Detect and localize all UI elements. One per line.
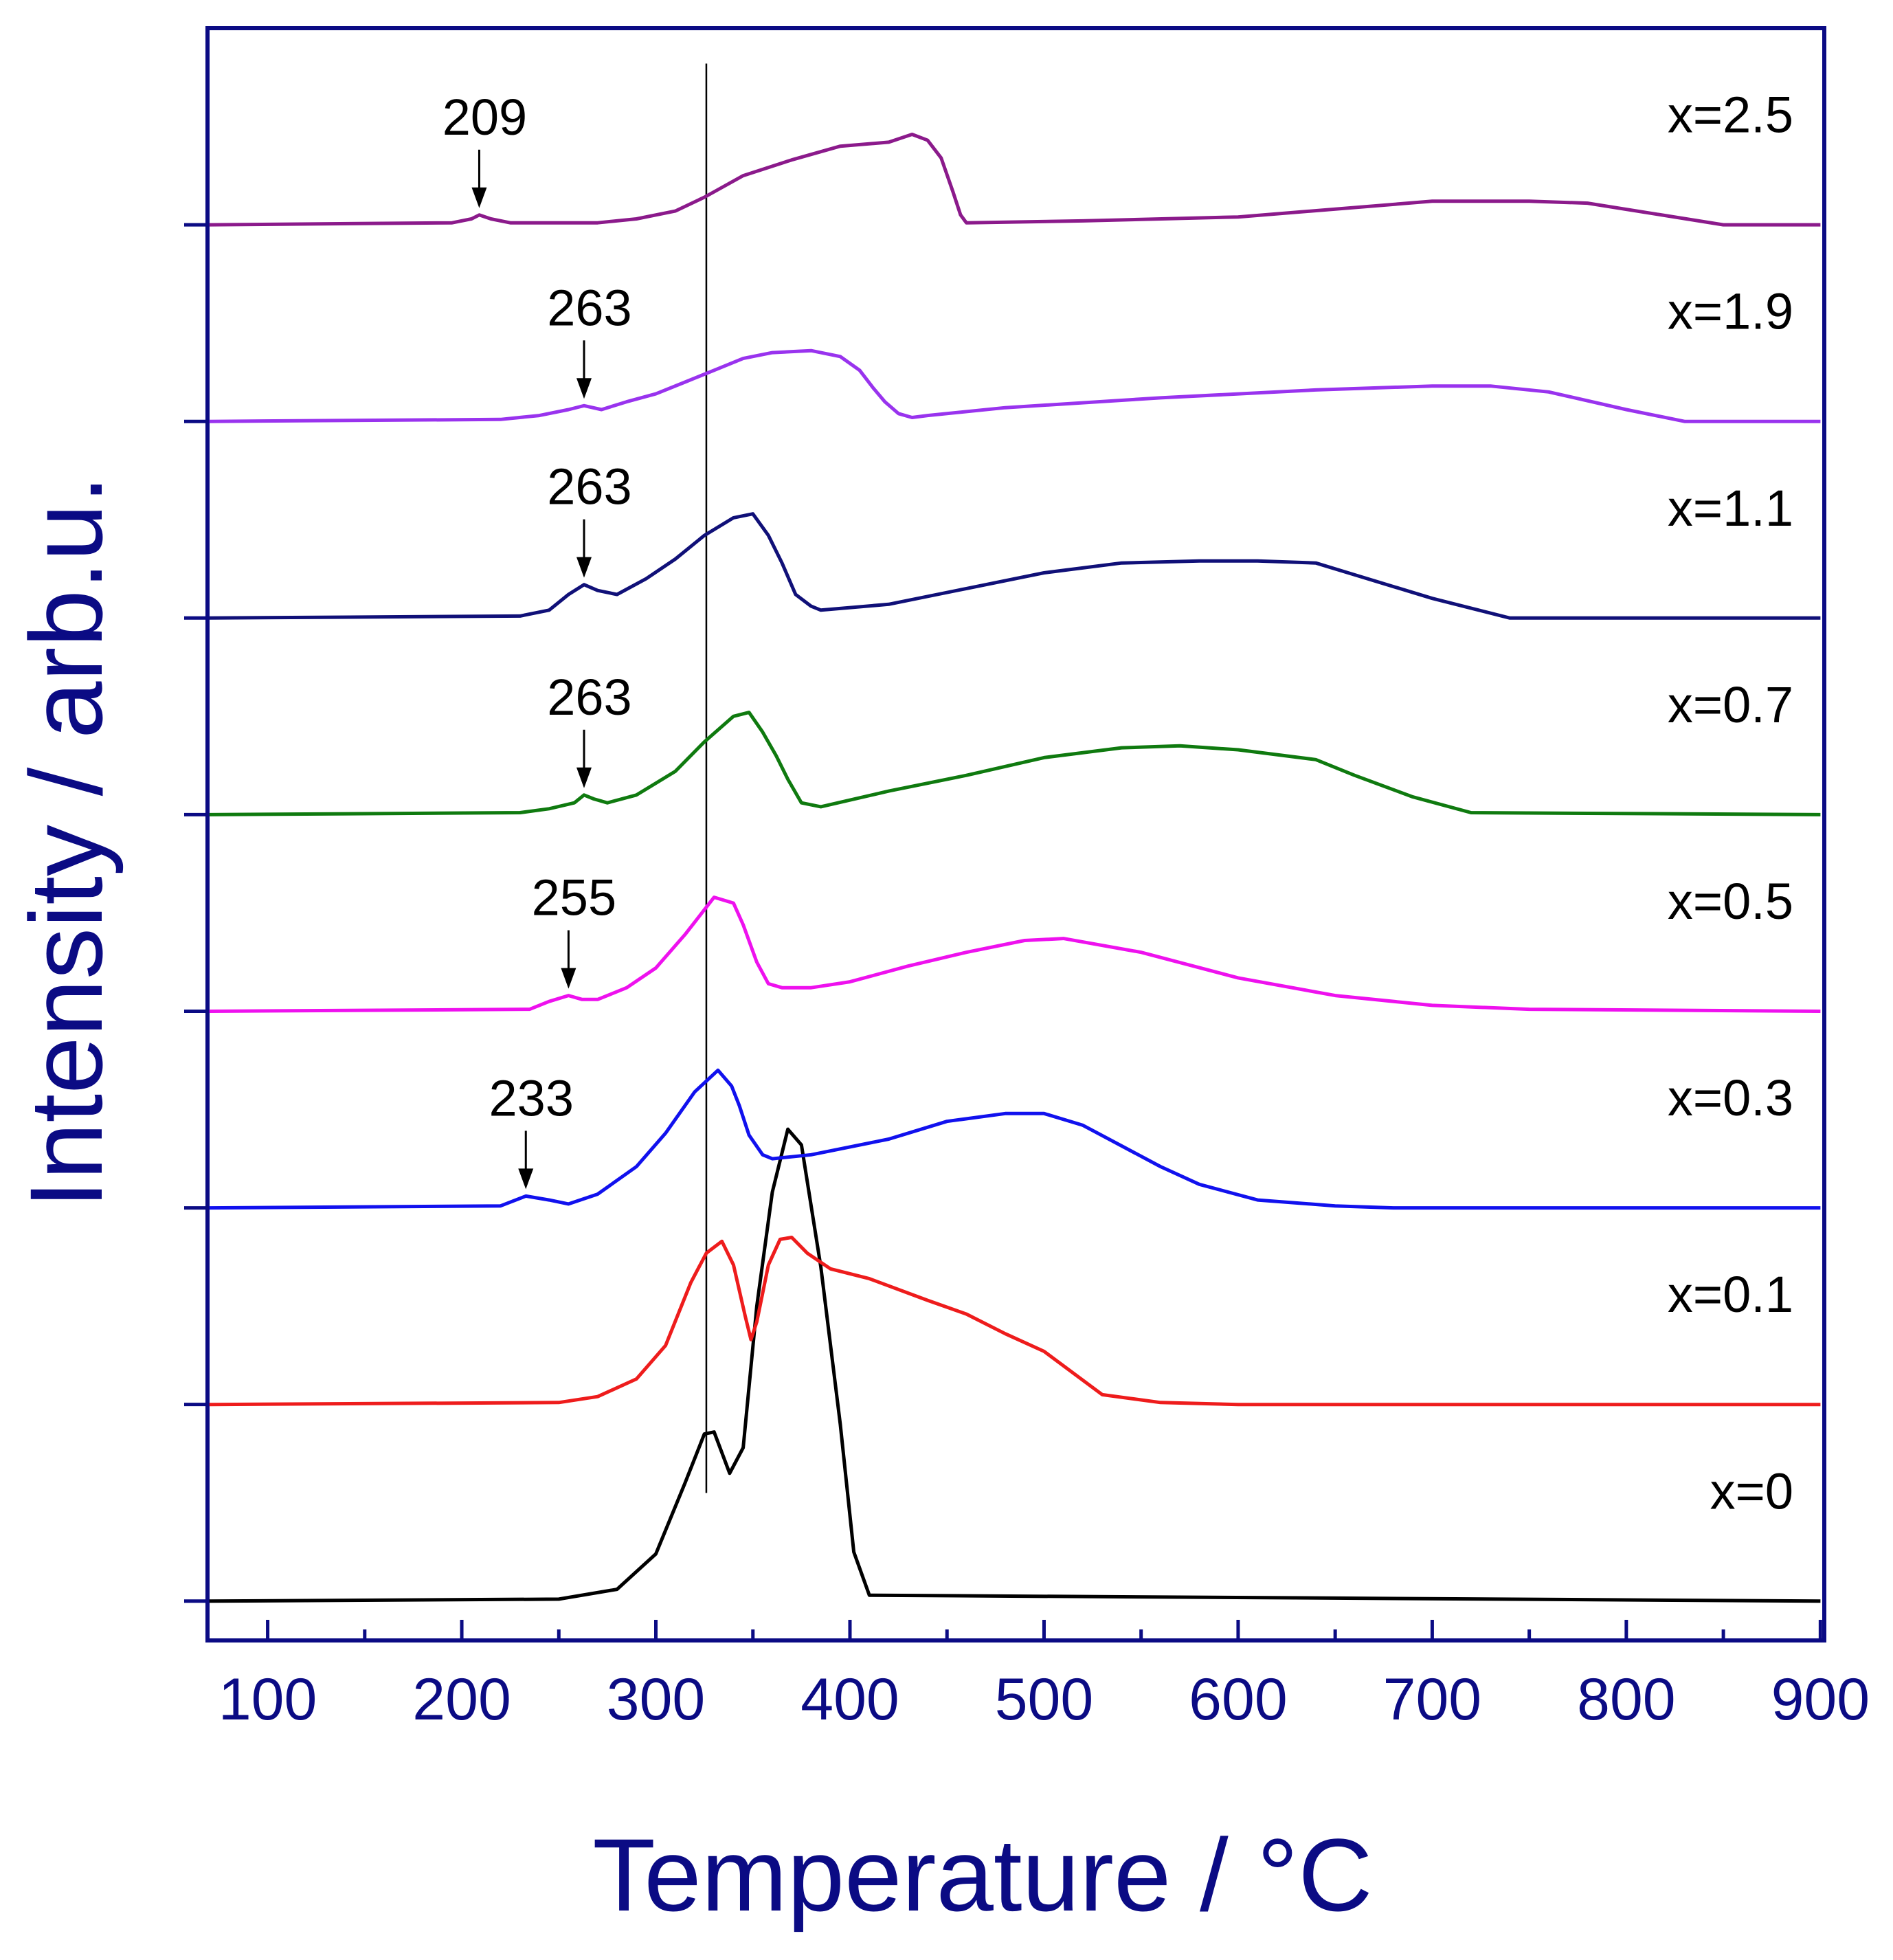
series-label-x=1.9: x=1.9	[1668, 283, 1793, 340]
plot-frame	[205, 26, 1826, 1642]
annotation-label: 233	[489, 1069, 574, 1126]
x-tick-layer: 100 200 300 400 500 600 700 800 900	[219, 1620, 1870, 1733]
annotation-label: 263	[547, 458, 631, 515]
annotation-arrow-head	[576, 767, 592, 788]
x-tick-label: 700	[1383, 1667, 1482, 1733]
annotation-label: 209	[443, 89, 527, 146]
x-tick-label: 300	[607, 1667, 706, 1733]
series-label-x=0.5: x=0.5	[1668, 873, 1793, 930]
x-tick-label: 800	[1577, 1667, 1676, 1733]
series-label-x=1.1: x=1.1	[1668, 480, 1793, 537]
annotation-arrow-head	[576, 378, 592, 399]
x-tick-label: 500	[995, 1667, 1094, 1733]
x-tick-label: 100	[219, 1667, 317, 1733]
x-axis-title: Temperature / °C	[592, 1817, 1372, 1933]
series-label-x=0.7: x=0.7	[1668, 676, 1793, 733]
series-line-x=0.1	[209, 1236, 1821, 1407]
annotation-arrow-head	[561, 968, 576, 989]
series-label-x=0.1: x=0.1	[1668, 1266, 1793, 1323]
x-tick-label: 900	[1771, 1667, 1870, 1733]
annotation-arrow-head	[471, 187, 487, 208]
series-line-x=2.5	[209, 133, 1821, 227]
series-label-x=2.5: x=2.5	[1668, 87, 1793, 144]
series-line-x=0.5	[209, 895, 1821, 1013]
y-axis-title: Intensity / arb.u.	[8, 475, 124, 1208]
series-label-x=0.3: x=0.3	[1668, 1069, 1793, 1126]
series-label-x=0: x=0	[1710, 1462, 1793, 1519]
series-line-x=0	[209, 1127, 1821, 1603]
y-tick-layer	[184, 223, 208, 1603]
annotation-arrow-head	[518, 1168, 534, 1190]
annotation-label: 263	[547, 669, 631, 726]
series-line-x=0.3	[209, 1068, 1821, 1210]
series-line-x=1.9	[209, 348, 1821, 423]
annotation-label: 255	[532, 869, 616, 926]
x-tick-label: 200	[412, 1667, 511, 1733]
series-label-layer: x=0 x=0.1 x=0.3 x=0.5 x=0.7 x=1.1 x=1.9 x=2.5	[1668, 87, 1793, 1520]
series-layer	[209, 133, 1821, 1603]
x-tick-label: 400	[800, 1667, 899, 1733]
annotation-layer: 209 263 263 263 255 233	[443, 89, 632, 1190]
series-line-x=1.1	[209, 512, 1821, 620]
annotation-arrow-head	[576, 557, 592, 578]
series-line-x=0.7	[209, 711, 1821, 816]
x-tick-label: 600	[1189, 1667, 1288, 1733]
annotation-label: 263	[547, 279, 631, 336]
